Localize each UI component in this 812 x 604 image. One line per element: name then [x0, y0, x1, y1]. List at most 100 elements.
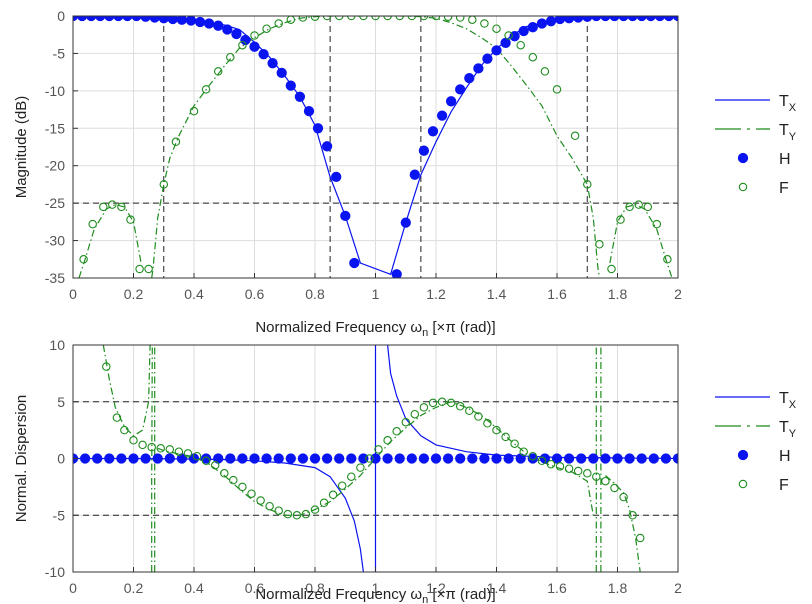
data-point-f — [643, 202, 653, 212]
data-point-h — [95, 16, 106, 22]
y-tick-label: -5 — [53, 45, 66, 61]
data-point-h — [624, 453, 635, 464]
legend-label: TX — [779, 390, 797, 411]
data-point-h — [294, 91, 306, 102]
data-point-h — [128, 453, 139, 464]
data-point-h — [491, 453, 502, 464]
plot-1: 0 0.2 0.4 0.6 0.8 1 1.2 1.4 1.6 1.8 2 0 -5 -10 -15 -20 -… — [13, 8, 797, 339]
data-point-h — [222, 24, 233, 35]
data-point-h — [164, 453, 175, 464]
data-point-f — [88, 219, 97, 229]
data-point-h — [285, 80, 296, 91]
data-point-f — [537, 456, 547, 466]
data-point-h — [609, 16, 620, 22]
data-point-f — [510, 439, 519, 448]
data-point-f — [607, 264, 616, 274]
data-point-h — [467, 453, 478, 464]
data-point-h — [194, 16, 206, 28]
data-point-f — [455, 402, 465, 411]
data-point-f — [238, 40, 247, 50]
legend-swatch — [738, 182, 748, 192]
data-point-f — [616, 215, 625, 224]
legend-label: TY — [779, 419, 797, 440]
data-point-h — [672, 16, 678, 22]
data-point-h — [285, 453, 296, 464]
data-point-h — [104, 16, 115, 22]
y-tick-label: -20 — [45, 158, 65, 174]
data-point-f — [102, 362, 111, 371]
series-line-ty — [605, 475, 641, 572]
data-point-h — [672, 453, 678, 464]
data-point-h — [92, 453, 103, 464]
x-tick-label: 1.2 — [426, 580, 446, 596]
data-point-h — [185, 16, 197, 26]
data-point-f — [546, 459, 556, 469]
data-point-f — [663, 255, 672, 264]
data-point-f — [220, 469, 229, 478]
data-point-h — [600, 16, 611, 22]
x-tick-label: 1.6 — [547, 580, 567, 596]
data-point-f — [286, 16, 296, 24]
x-tick-label: 0.4 — [184, 580, 204, 596]
x-tick-label: 2 — [674, 580, 682, 596]
data-point-f — [443, 16, 453, 21]
data-point-f — [238, 482, 247, 492]
data-point-h — [79, 453, 91, 464]
legend: TX TY HF — [715, 93, 797, 197]
data-point-f — [540, 67, 550, 76]
data-point-f — [165, 445, 175, 454]
data-point-h — [309, 453, 321, 464]
y-tick-label: -10 — [45, 564, 65, 580]
data-point-h — [113, 16, 124, 22]
y-tick-label: -25 — [45, 195, 65, 211]
data-point-h — [527, 22, 538, 33]
x-axis-label: Normalized Frequency ωn [×π (rad)] — [255, 319, 495, 339]
data-point-h — [213, 20, 224, 31]
legend-label: H — [779, 448, 791, 465]
data-point-f — [619, 492, 628, 502]
legend-swatch — [737, 449, 749, 461]
data-point-f — [192, 451, 202, 461]
data-point-h — [648, 453, 659, 464]
data-point-f — [610, 483, 619, 493]
data-point-f — [652, 219, 662, 229]
data-point-f — [501, 432, 510, 442]
data-point-f — [129, 436, 138, 445]
data-point-f — [99, 202, 108, 212]
data-point-h — [573, 16, 584, 23]
data-point-h — [618, 16, 629, 22]
data-point-f — [310, 16, 320, 21]
data-point-f — [265, 501, 274, 511]
data-point-f — [595, 240, 604, 249]
data-point-h — [654, 16, 666, 22]
data-point-f — [283, 509, 293, 519]
data-point-f — [274, 19, 283, 28]
data-point-h — [240, 34, 251, 46]
data-point-f — [159, 180, 169, 189]
data-point-h — [231, 28, 242, 40]
data-point-f — [201, 456, 211, 466]
x-tick-label: 1 — [372, 286, 380, 302]
data-point-h — [636, 16, 647, 22]
data-point-f — [174, 447, 184, 456]
data-point-f — [635, 533, 645, 543]
data-point-h — [382, 453, 393, 464]
data-point-h — [479, 453, 490, 464]
data-point-f — [468, 16, 477, 24]
data-point-h — [518, 25, 529, 37]
data-point-h — [86, 16, 97, 22]
x-tick-label: 1.4 — [487, 286, 507, 302]
data-point-h — [370, 453, 381, 464]
data-point-f — [274, 506, 283, 515]
data-point-h — [104, 453, 115, 464]
data-point-h — [551, 453, 563, 464]
data-point-f — [504, 31, 513, 40]
data-point-h — [645, 16, 656, 22]
legend-label: TX — [779, 93, 797, 114]
series-line-ty — [78, 203, 142, 278]
x-tick-label: 1 — [372, 580, 380, 596]
data-point-f — [226, 52, 235, 62]
data-point-f — [634, 200, 643, 209]
data-point-f — [112, 413, 122, 422]
data-point-h — [406, 453, 417, 464]
